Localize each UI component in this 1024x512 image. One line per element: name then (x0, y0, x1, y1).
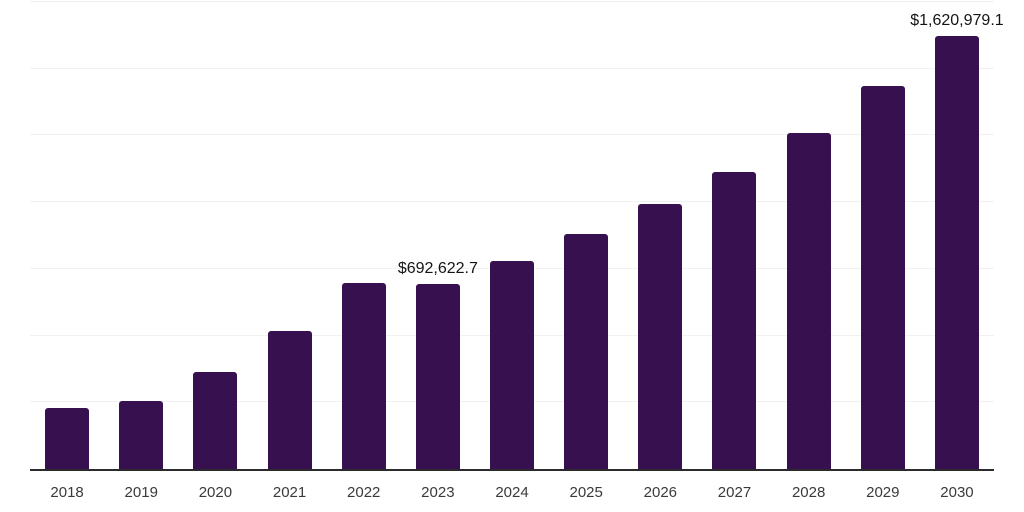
bar-slot-2020 (178, 2, 252, 469)
bar-2023[interactable] (415, 284, 460, 469)
x-tick-2021: 2021 (272, 484, 307, 501)
x-axis-tick-labels: 2018 2019 2020 2021 2022 2023 2024 2025 2026 2027… (30, 484, 994, 501)
bar-2018[interactable] (45, 407, 90, 469)
bar-2028[interactable] (786, 132, 831, 469)
bar-slot-2030: $1,620,979.1 (910, 2, 1004, 469)
bar-slot-2029 (846, 2, 920, 469)
bar-series: $692,622.7 $1,620,979.1 (30, 2, 1004, 469)
bar-slot-2027 (697, 2, 771, 469)
bar-2025[interactable] (564, 233, 609, 469)
bar-2019[interactable] (119, 400, 164, 469)
gridline (30, 134, 994, 136)
x-tick-2024: 2024 (495, 484, 529, 501)
bar-slot-2023: $692,622.7 (397, 2, 478, 469)
x-tick-2029: 2029 (866, 484, 900, 501)
x-tick-2020: 2020 (198, 484, 233, 501)
bar-2029[interactable] (860, 86, 905, 469)
x-tick-2028: 2028 (791, 484, 826, 501)
gridline (30, 67, 994, 69)
x-tick-2018: 2018 (50, 484, 84, 501)
bar-2027[interactable] (712, 171, 757, 469)
x-tick-2025: 2025 (569, 484, 603, 501)
bar-value-label-2023: $692,622.7 (397, 260, 478, 278)
bar-slot-2021 (252, 2, 326, 469)
bar-2021[interactable] (267, 331, 312, 469)
bar-slot-2028 (772, 2, 846, 469)
plot-area: $692,622.7 $1,620,979.1 (30, 1, 1004, 471)
gridline (30, 1, 994, 2)
x-tick-2027: 2027 (717, 484, 752, 501)
bar-2024[interactable] (490, 260, 535, 469)
bar-value-label-2030: $1,620,979.1 (910, 12, 1004, 30)
bar-2020[interactable] (193, 371, 238, 469)
bar-2026[interactable] (638, 204, 683, 469)
bar-slot-2026 (623, 2, 697, 469)
gridline (30, 201, 994, 203)
x-tick-2030: 2030 (940, 484, 974, 501)
x-tick-2023: 2023 (421, 484, 455, 501)
bar-2022[interactable] (341, 283, 386, 469)
bar-2030[interactable] (934, 36, 979, 469)
x-tick-2022: 2022 (347, 484, 381, 501)
x-tick-2026: 2026 (643, 484, 678, 501)
bar-slot-2024 (475, 2, 549, 469)
bar-slot-2019 (104, 2, 178, 469)
bar-slot-2022 (327, 2, 401, 469)
bar-slot-2018 (30, 2, 104, 469)
bar-slot-2025 (549, 2, 623, 469)
x-tick-2019: 2019 (124, 484, 158, 501)
